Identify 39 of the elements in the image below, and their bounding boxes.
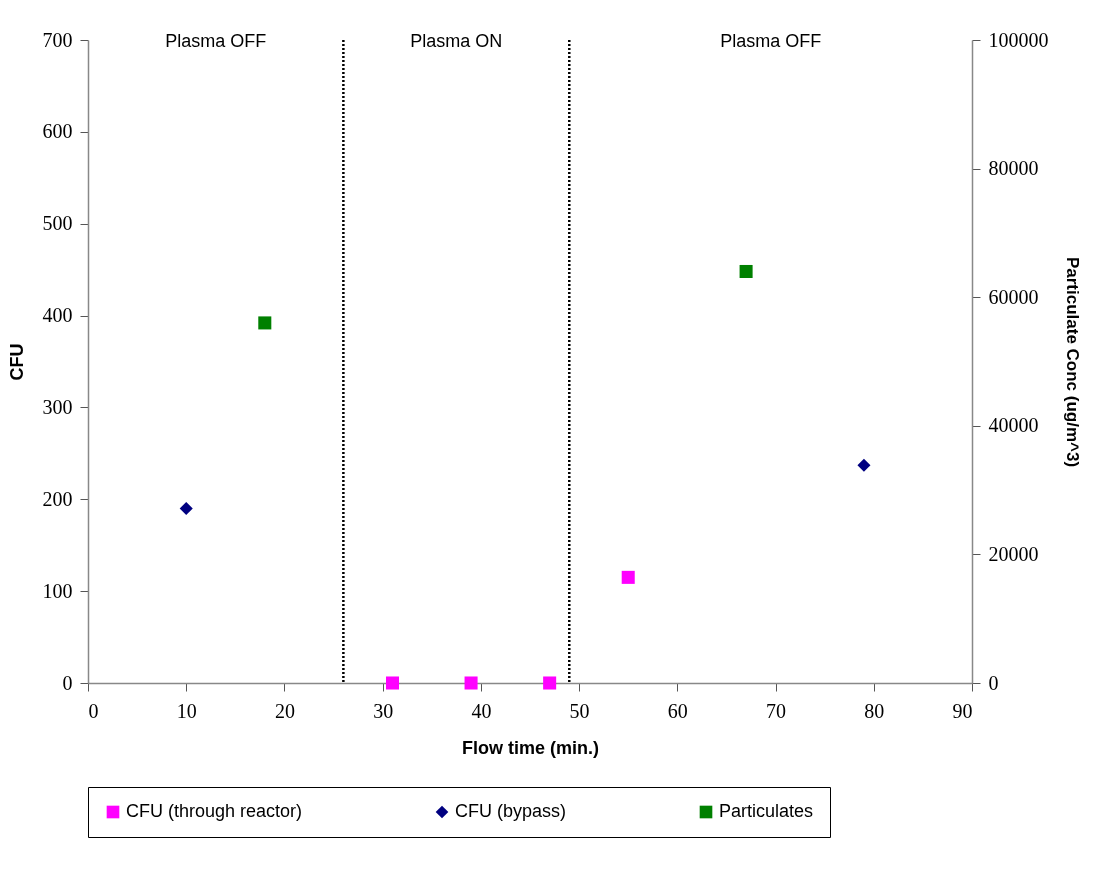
y2-tick-label: 20000	[988, 542, 1039, 565]
y2-tick-label: 60000	[988, 285, 1039, 308]
y2-tick-label: 40000	[988, 414, 1039, 437]
x-tick-label: 50	[569, 699, 590, 722]
point	[543, 676, 557, 690]
y-tick-label: 100	[42, 579, 73, 602]
x-tick-label: 10	[176, 699, 197, 722]
annotation: Plasma OFF	[720, 31, 822, 51]
x-tick-label: 0	[88, 699, 99, 722]
y2-tick-label: 100000	[988, 28, 1049, 51]
x-tick-label: 60	[667, 699, 688, 722]
point	[621, 570, 635, 584]
x-tick-label: 40	[471, 699, 492, 722]
y2-tick-label: 0	[988, 671, 999, 694]
y-tick-label: 200	[42, 487, 73, 510]
point	[464, 676, 478, 690]
y-axis-title: CFU	[6, 343, 27, 381]
x-tick-label: 30	[373, 699, 394, 722]
y-tick-label: 300	[42, 395, 73, 418]
y-tick-label: 600	[42, 120, 73, 143]
y-tick-label: 500	[42, 212, 73, 235]
point	[179, 501, 193, 515]
y2-tick-label: 80000	[988, 157, 1039, 180]
annotation: Plasma OFF	[165, 31, 267, 51]
y-tick-label: 400	[42, 304, 73, 327]
y-tick-label: 700	[42, 28, 73, 51]
x-axis-title: Flow time (min.)	[462, 737, 599, 758]
x-tick-label: 70	[766, 699, 787, 722]
legend-label: CFU (through reactor)	[126, 801, 303, 821]
legend-label: CFU (bypass)	[455, 801, 567, 821]
y2-axis-title: Particulate Conc (ug/m^3)	[1062, 256, 1082, 468]
y-tick-label: 0	[62, 671, 73, 694]
x-tick-label: 80	[864, 699, 885, 722]
annotation: Plasma ON	[410, 31, 503, 51]
point	[857, 458, 871, 472]
x-tick-label: 20	[274, 699, 295, 722]
x-tick-label: 90	[952, 699, 973, 722]
legend-label: Particulates	[719, 801, 814, 821]
point	[385, 676, 400, 690]
